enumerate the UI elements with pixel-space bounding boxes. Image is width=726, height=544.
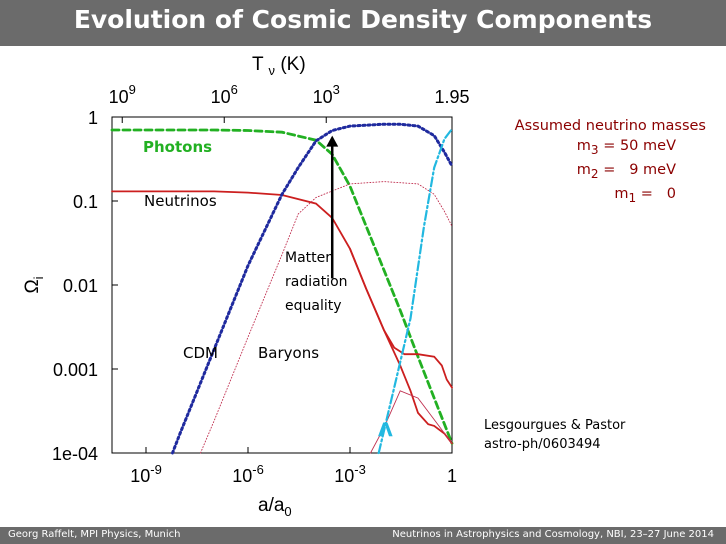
x-axis-label: a/a0: [258, 495, 292, 519]
page-title: Evolution of Cosmic Density Components: [73, 5, 653, 34]
series-line-2-neutrinos: [349, 247, 453, 445]
equality-arrow-head: [326, 135, 339, 147]
top-tick-label-2: 103: [313, 82, 340, 107]
x-tick-base-2: 10: [334, 466, 354, 486]
top-tick-label-0: 109: [109, 82, 136, 107]
top-tick-base-1: 10: [211, 87, 231, 107]
top-tick-exp-1: 6: [231, 82, 238, 97]
mass-m1: m1 = 0: [614, 185, 676, 205]
series-label-4: Λ: [378, 419, 393, 441]
top-tick-label-1: 106: [211, 82, 238, 107]
x-tick-exp-1: -6: [252, 462, 264, 477]
y-axis-label: Ωi: [22, 276, 46, 293]
series-label-2: CDM: [183, 344, 218, 362]
equality-line-1: radiation: [285, 274, 348, 290]
series-line-4-baryons: [200, 181, 453, 454]
x-tick-exp-0: -9: [150, 462, 162, 477]
y-axis-label-sub: i: [31, 276, 46, 279]
top-axis-label-unit: (K): [275, 54, 306, 75]
x-tick-base-0: 10: [130, 466, 150, 486]
reference-id: astro-ph/0603494: [484, 437, 601, 452]
x-axis-label-sub: 0: [284, 504, 291, 519]
series-line-0-photons: [110, 128, 454, 445]
equality-line-2: equality: [285, 298, 342, 314]
top-tick-base-0: 10: [109, 87, 129, 107]
top-axis-label-sub: ν: [269, 63, 276, 78]
top-tick-label-3: 1.95: [434, 87, 469, 107]
reference-authors: Lesgourgues & Pastor: [484, 418, 626, 433]
top-tick-exp-0: 9: [129, 82, 136, 97]
y-tick-label-4: 1e-04: [52, 444, 98, 464]
mass-m2: m2 = 9 meV: [576, 161, 676, 181]
y-tick-label-1: 0.1: [73, 192, 98, 212]
top-axis-label: T ν (K): [252, 54, 306, 78]
equality-line-0: Matter: [285, 250, 331, 266]
y-axis-label-main: Ω: [22, 279, 43, 293]
x-tick-exp-2: -3: [354, 462, 366, 477]
title-bar: Evolution of Cosmic Density Components: [0, 0, 726, 46]
x-tick-label-1: 10-6: [232, 462, 264, 486]
x-tick-label-0: 10-9: [130, 462, 162, 486]
series-line-5-baryons: [370, 390, 453, 454]
mass-m3: m3 = 50 meV: [576, 138, 676, 157]
neutrino-mass-note: Assumed neutrino masses m3 = 50 meV m2 =…: [470, 116, 706, 208]
x-axis-label-main: a/a: [258, 495, 285, 516]
y-tick-label-3: 0.001: [53, 360, 98, 380]
series-label-1: Neutrinos: [144, 192, 217, 210]
equality-annotation: Matter radiation equality: [285, 250, 348, 314]
footer-author: Georg Raffelt, MPI Physics, Munich: [8, 529, 181, 540]
plot-frame: [111, 116, 453, 454]
x-tick-base-1: 10: [232, 466, 252, 486]
top-tick-base-2: 10: [313, 87, 333, 107]
series-line-3-cdm: [171, 122, 454, 455]
series-label-3: Baryons: [258, 344, 319, 362]
footer-bar: Georg Raffelt, MPI Physics, Munich Neutr…: [0, 527, 726, 544]
mass-note-heading: Assumed neutrino masses: [514, 118, 706, 134]
series-label-0: Photons: [143, 138, 212, 156]
y-tick-label-2: 0.01: [63, 276, 98, 296]
top-axis-label-main: T: [252, 54, 264, 75]
x-tick-label-3: 1: [447, 466, 457, 486]
series-line-6-lambda: [377, 127, 454, 455]
top-tick-base-3: 1.95: [434, 87, 469, 107]
reference-note: Lesgourgues & Pastor astro-ph/0603494: [484, 416, 625, 454]
x-tick-label-2: 10-3: [334, 462, 366, 486]
top-tick-exp-2: 3: [333, 82, 340, 97]
footer-event: Neutrinos in Astrophysics and Cosmology,…: [392, 529, 714, 540]
y-tick-label-0: 1: [88, 108, 98, 128]
